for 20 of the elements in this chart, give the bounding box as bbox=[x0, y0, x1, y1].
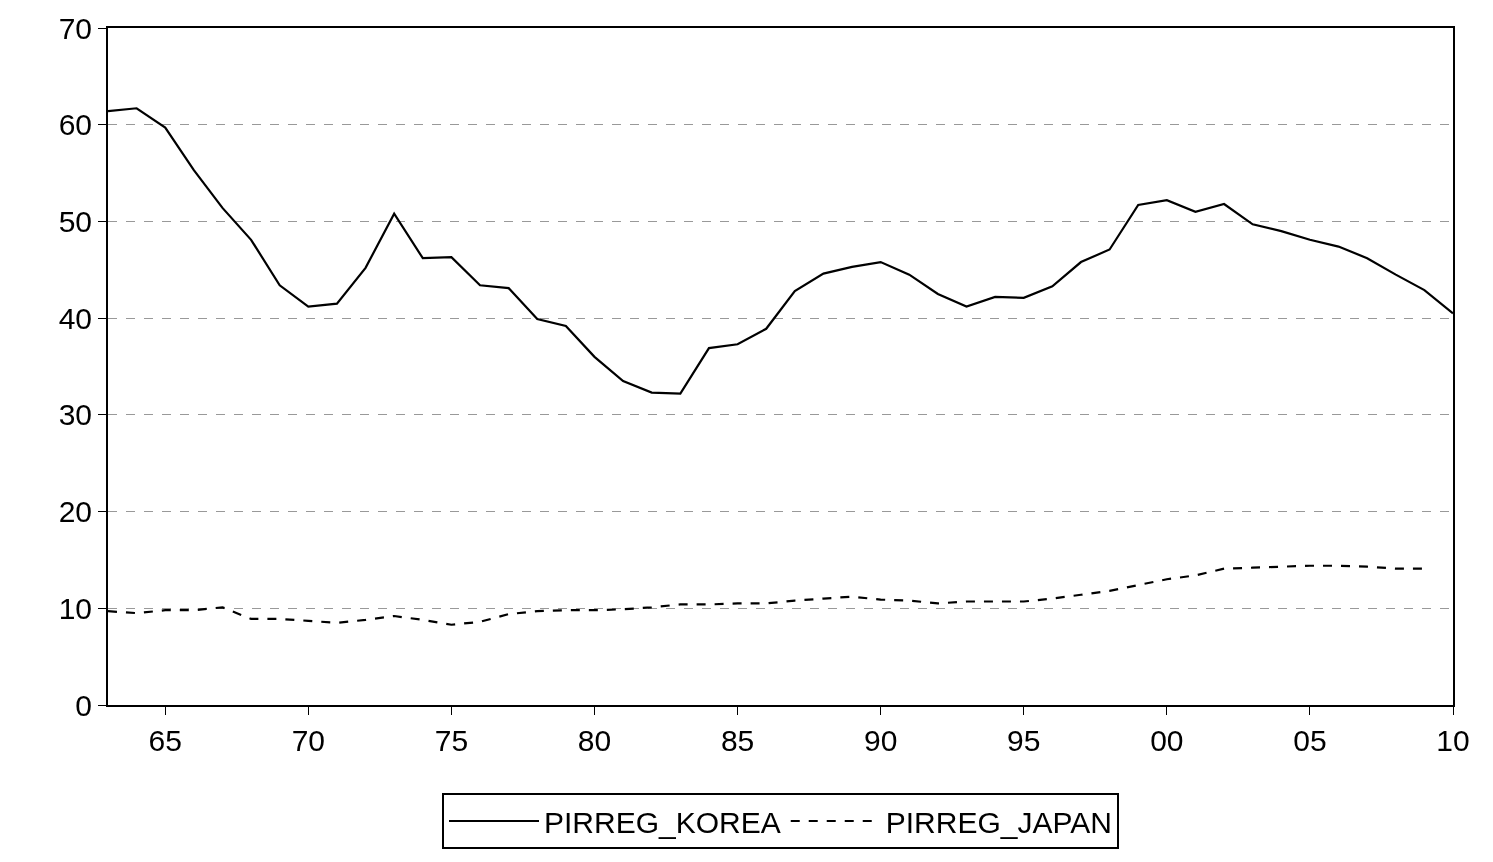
y-tick-label: 70 bbox=[58, 11, 92, 45]
x-tick-label: 85 bbox=[720, 724, 755, 757]
x-tick-label: 95 bbox=[1007, 724, 1041, 757]
x-tick-label: 10 bbox=[1436, 724, 1470, 757]
legend-label: PIRREG_JAPAN bbox=[885, 805, 1112, 839]
y-tick-label: 0 bbox=[75, 688, 92, 722]
x-tick-label: 80 bbox=[577, 724, 612, 757]
y-tick-label: 40 bbox=[58, 301, 92, 335]
x-tick-label: 75 bbox=[434, 724, 469, 757]
legend-label: PIRREG_KOREA bbox=[544, 805, 781, 839]
x-tick-label: 05 bbox=[1293, 724, 1327, 757]
x-tick-label: 00 bbox=[1150, 724, 1184, 757]
y-tick-label: 60 bbox=[58, 108, 92, 142]
y-tick-label: 30 bbox=[58, 398, 92, 432]
x-tick-label: 70 bbox=[291, 724, 326, 757]
x-tick-label: 90 bbox=[863, 724, 898, 757]
y-tick-label: 10 bbox=[58, 591, 92, 625]
y-tick-label: 50 bbox=[58, 204, 92, 238]
x-tick-label: 65 bbox=[148, 724, 182, 757]
y-tick-label: 20 bbox=[58, 495, 92, 529]
